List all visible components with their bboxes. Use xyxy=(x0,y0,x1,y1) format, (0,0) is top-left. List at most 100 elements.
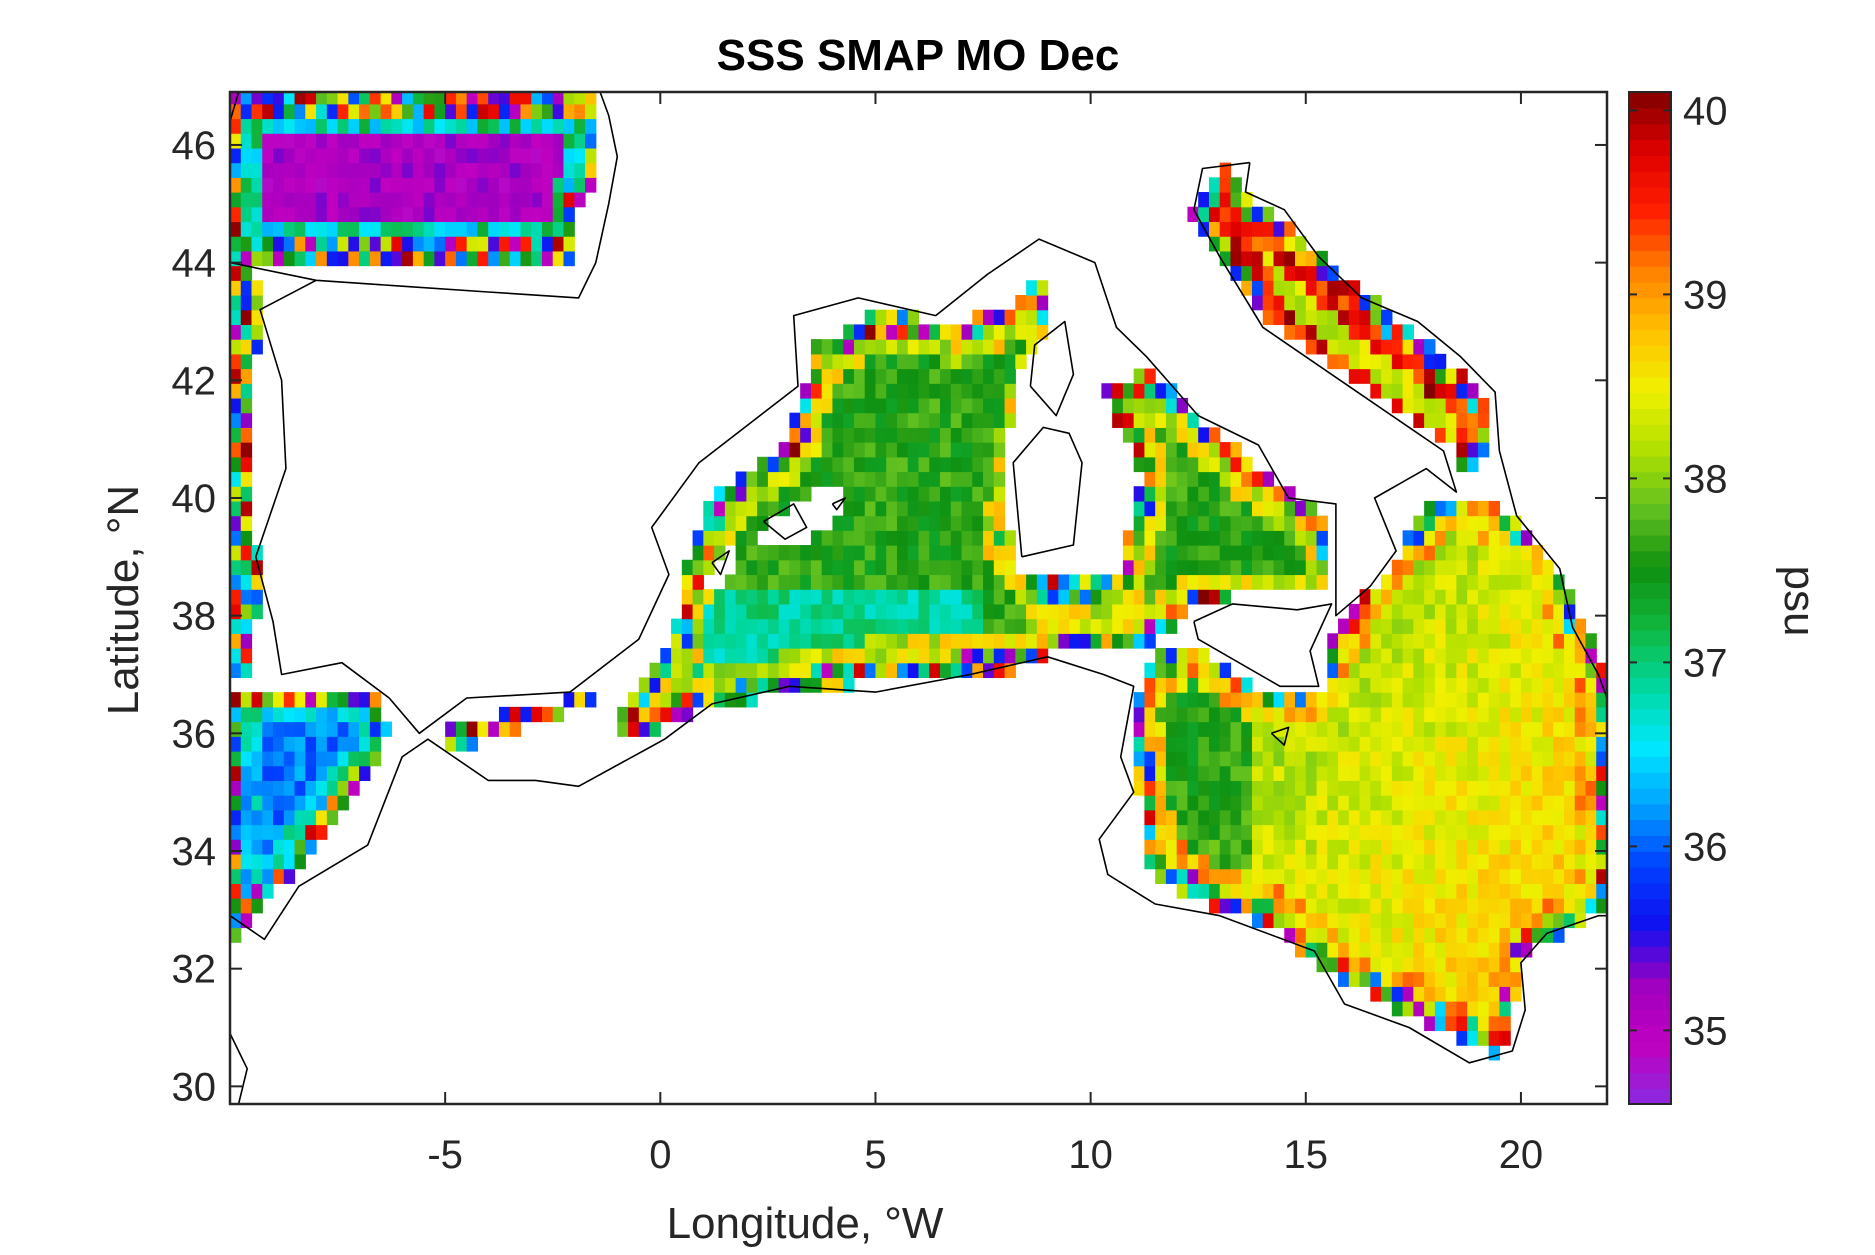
heatmap-cell xyxy=(273,206,285,223)
heatmap-cell xyxy=(1187,750,1199,767)
heatmap-cell xyxy=(1424,1001,1436,1017)
heatmap-cell xyxy=(896,545,909,561)
heatmap-cell xyxy=(1251,206,1264,223)
heatmap-cell xyxy=(1359,353,1371,370)
heatmap-cell xyxy=(1574,839,1587,855)
heatmap-cell xyxy=(1241,795,1253,811)
x-tick-label: 15 xyxy=(1284,1133,1329,1177)
colorbar-segment xyxy=(1629,455,1671,473)
heatmap-cell xyxy=(1165,559,1178,576)
heatmap-cell xyxy=(864,633,877,649)
heatmap-cell xyxy=(1413,1001,1425,1017)
heatmap-cell xyxy=(972,662,984,679)
heatmap-cell xyxy=(1155,603,1167,620)
heatmap-cell xyxy=(1520,824,1533,840)
heatmap-cell xyxy=(1155,809,1167,826)
heatmap-cell xyxy=(1036,574,1049,590)
heatmap-cell xyxy=(929,383,941,399)
heatmap-cell xyxy=(1359,868,1371,884)
heatmap-cell xyxy=(316,721,328,737)
heatmap-cell xyxy=(1424,736,1436,752)
heatmap-cell xyxy=(896,633,909,649)
heatmap-cell xyxy=(746,530,758,546)
heatmap-cell xyxy=(918,545,930,561)
heatmap-cell xyxy=(918,515,930,531)
colorbar-label: psu xyxy=(1775,566,1824,637)
heatmap-cell xyxy=(864,442,877,458)
heatmap-cell xyxy=(230,633,242,649)
heatmap-cell xyxy=(423,103,435,120)
heatmap-cell xyxy=(864,324,877,340)
heatmap-cell xyxy=(1155,618,1167,634)
heatmap-cell xyxy=(724,603,737,620)
heatmap-cell xyxy=(1477,795,1490,811)
heatmap-cell xyxy=(907,603,920,620)
heatmap-cell xyxy=(1219,721,1232,737)
heatmap-cell xyxy=(1230,853,1242,870)
heatmap-cell xyxy=(1327,795,1339,811)
heatmap-cell xyxy=(800,427,812,443)
heatmap-cell xyxy=(875,530,887,546)
heatmap-cell xyxy=(1510,677,1522,693)
heatmap-cell xyxy=(1510,648,1522,664)
heatmap-cell xyxy=(1251,236,1264,252)
heatmap-cell xyxy=(1284,853,1296,870)
heatmap-cell xyxy=(896,618,909,634)
heatmap-cell xyxy=(1251,574,1264,590)
heatmap-cell xyxy=(1434,809,1447,826)
colorbar-segment xyxy=(1629,487,1671,504)
heatmap-cell xyxy=(1165,736,1178,752)
heatmap-cell xyxy=(240,486,253,502)
x-tick-label: 0 xyxy=(649,1133,671,1177)
heatmap-cell xyxy=(262,92,274,105)
heatmap-cell xyxy=(563,192,575,208)
heatmap-cell xyxy=(1284,236,1296,252)
heatmap-cell xyxy=(628,706,640,723)
heatmap-cell xyxy=(1262,294,1275,311)
heatmap-cell xyxy=(1434,868,1447,884)
heatmap-cell xyxy=(1316,515,1328,531)
heatmap-cell xyxy=(1026,589,1038,605)
heatmap-cell xyxy=(1316,692,1328,708)
heatmap-cell xyxy=(993,500,1006,517)
heatmap-cell xyxy=(240,133,253,149)
heatmap-cell xyxy=(1520,853,1533,870)
heatmap-cell xyxy=(853,427,866,443)
heatmap-cell xyxy=(950,486,963,502)
heatmap-cell xyxy=(1402,618,1414,634)
heatmap-cell xyxy=(1477,618,1490,634)
heatmap-cell xyxy=(477,192,489,208)
heatmap-cell xyxy=(972,648,984,664)
colorbar-segment xyxy=(1629,345,1671,362)
heatmap-cell xyxy=(1413,574,1425,590)
heatmap-cell xyxy=(832,383,844,399)
heatmap-cell xyxy=(240,221,253,237)
heatmap-cell xyxy=(1391,956,1404,973)
heatmap-cell xyxy=(1155,589,1167,605)
heatmap-cell xyxy=(1574,780,1587,796)
heatmap-cell xyxy=(1004,339,1016,355)
heatmap-cell xyxy=(993,618,1006,634)
heatmap-cell xyxy=(1391,839,1404,855)
heatmap-cell xyxy=(1531,898,1544,914)
heatmap-cell xyxy=(810,442,823,458)
heatmap-cell xyxy=(853,471,866,487)
heatmap-cell xyxy=(1327,912,1339,929)
heatmap-cell xyxy=(1251,530,1264,546)
heatmap-cell xyxy=(929,486,941,502)
heatmap-cell xyxy=(1241,765,1253,781)
heatmap-cell xyxy=(800,412,812,428)
heatmap-cell xyxy=(305,839,317,855)
heatmap-cell xyxy=(896,662,909,679)
heatmap-cell xyxy=(703,662,715,679)
heatmap-cell xyxy=(1284,530,1296,546)
heatmap-cell xyxy=(1370,736,1382,752)
heatmap-cell xyxy=(337,780,349,796)
heatmap-cell xyxy=(1477,1001,1490,1017)
heatmap-cell xyxy=(1251,898,1264,914)
heatmap-cell xyxy=(1424,750,1436,767)
heatmap-cell xyxy=(1187,648,1199,664)
heatmap-cell xyxy=(1596,868,1607,884)
heatmap-cell xyxy=(1251,750,1264,767)
heatmap-cell xyxy=(1424,795,1436,811)
